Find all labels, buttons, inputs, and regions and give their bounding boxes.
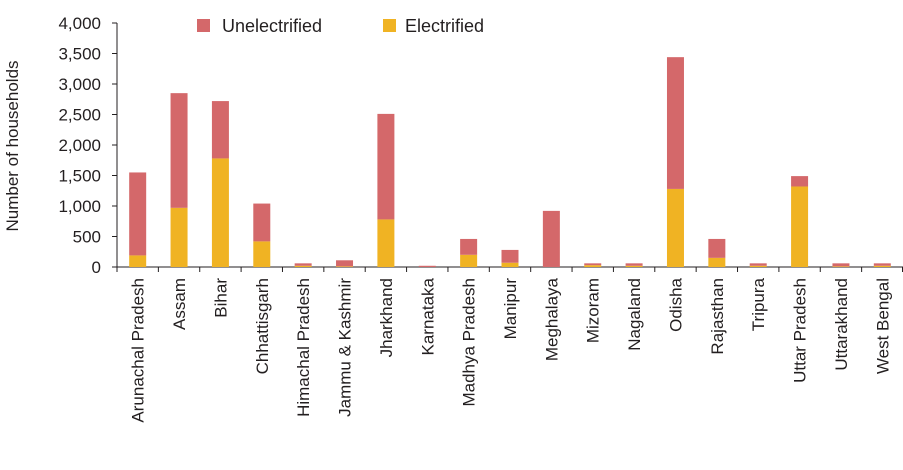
y-tick-label: 2,500 — [58, 106, 101, 125]
bar-unelectrified — [832, 263, 849, 266]
bar-electrified — [336, 266, 353, 267]
x-category-label: Chhattisgarh — [253, 278, 272, 374]
legend-label-unelectrified: Unelectrified — [222, 16, 322, 36]
bar-electrified — [708, 258, 725, 267]
y-tick-label: 3,500 — [58, 45, 101, 64]
x-category-label: Manipur — [501, 278, 520, 340]
bar-unelectrified — [212, 101, 229, 158]
y-tick-label: 3,000 — [58, 75, 101, 94]
legend: Unelectrified Electrified — [197, 16, 484, 36]
bar-unelectrified — [708, 239, 725, 258]
x-category-label: Himachal Pradesh — [294, 278, 313, 417]
y-tick-label: 500 — [73, 228, 101, 247]
bar-electrified — [667, 189, 684, 267]
y-axis: 0 500 1,000 1,500 2,000 2,500 3,000 3,500 4,000 — [58, 14, 117, 277]
bar-electrified — [791, 186, 808, 267]
x-category-label: Nagaland — [625, 278, 644, 351]
x-category-label: Jammu & Kashmir — [336, 278, 355, 417]
legend-swatch-unelectrified — [197, 19, 210, 32]
x-category-label: Uttar Pradesh — [791, 278, 810, 383]
bar-unelectrified — [874, 263, 891, 265]
bar-unelectrified — [336, 260, 353, 266]
bar-unelectrified — [171, 93, 188, 208]
x-category-label: Madhya Pradesh — [460, 278, 479, 407]
bar-electrified — [750, 266, 767, 267]
y-tick-label: 1,500 — [58, 167, 101, 186]
bar-electrified — [212, 158, 229, 267]
y-tick-label: 0 — [92, 258, 101, 277]
y-tick-label: 4,000 — [58, 14, 101, 33]
bar-unelectrified — [584, 263, 601, 265]
x-category-label: Karnataka — [418, 277, 437, 355]
bar-unelectrified — [129, 172, 146, 255]
bar-unelectrified — [543, 211, 560, 267]
x-category-label: Arunachal Pradesh — [129, 278, 148, 423]
bar-electrified — [832, 266, 849, 267]
legend-swatch-electrified — [383, 19, 396, 32]
bars-group — [129, 57, 891, 267]
x-category-label: Mizoram — [584, 278, 603, 343]
bar-electrified — [874, 266, 891, 267]
bar-unelectrified — [295, 263, 312, 265]
bar-unelectrified — [626, 263, 643, 265]
bar-electrified — [502, 263, 519, 267]
y-axis-title: Number of households — [3, 60, 22, 231]
bar-electrified — [253, 241, 270, 267]
x-category-label: Meghalaya — [542, 277, 561, 361]
x-category-label: Jharkhand — [377, 278, 396, 357]
y-tick-label: 2,000 — [58, 136, 101, 155]
x-category-label: Uttarakhand — [832, 278, 851, 371]
x-category-label: West Bengal — [873, 278, 892, 374]
bar-electrified — [584, 265, 601, 267]
bar-electrified — [171, 208, 188, 267]
bar-electrified — [295, 266, 312, 267]
bar-electrified — [377, 219, 394, 267]
x-category-label: Odisha — [666, 277, 685, 331]
y-tick-label: 1,000 — [58, 197, 101, 216]
bar-unelectrified — [253, 204, 270, 242]
x-category-label: Tripura — [749, 277, 768, 331]
x-category-label: Assam — [170, 278, 189, 330]
bar-unelectrified — [502, 250, 519, 263]
bar-unelectrified — [750, 263, 767, 265]
bar-unelectrified — [667, 57, 684, 189]
x-axis: Arunachal Pradesh Assam Bihar Chhattisgarh H… — [117, 267, 903, 423]
x-category-label: Rajasthan — [708, 278, 727, 355]
bar-unelectrified — [419, 266, 436, 267]
bar-unelectrified — [377, 114, 394, 220]
legend-label-electrified: Electrified — [405, 16, 484, 36]
bar-electrified — [626, 266, 643, 267]
bar-unelectrified — [460, 239, 477, 255]
bar-electrified — [460, 255, 477, 267]
bar-electrified — [129, 255, 146, 267]
x-category-label: Bihar — [211, 278, 230, 318]
bar-unelectrified — [791, 176, 808, 186]
